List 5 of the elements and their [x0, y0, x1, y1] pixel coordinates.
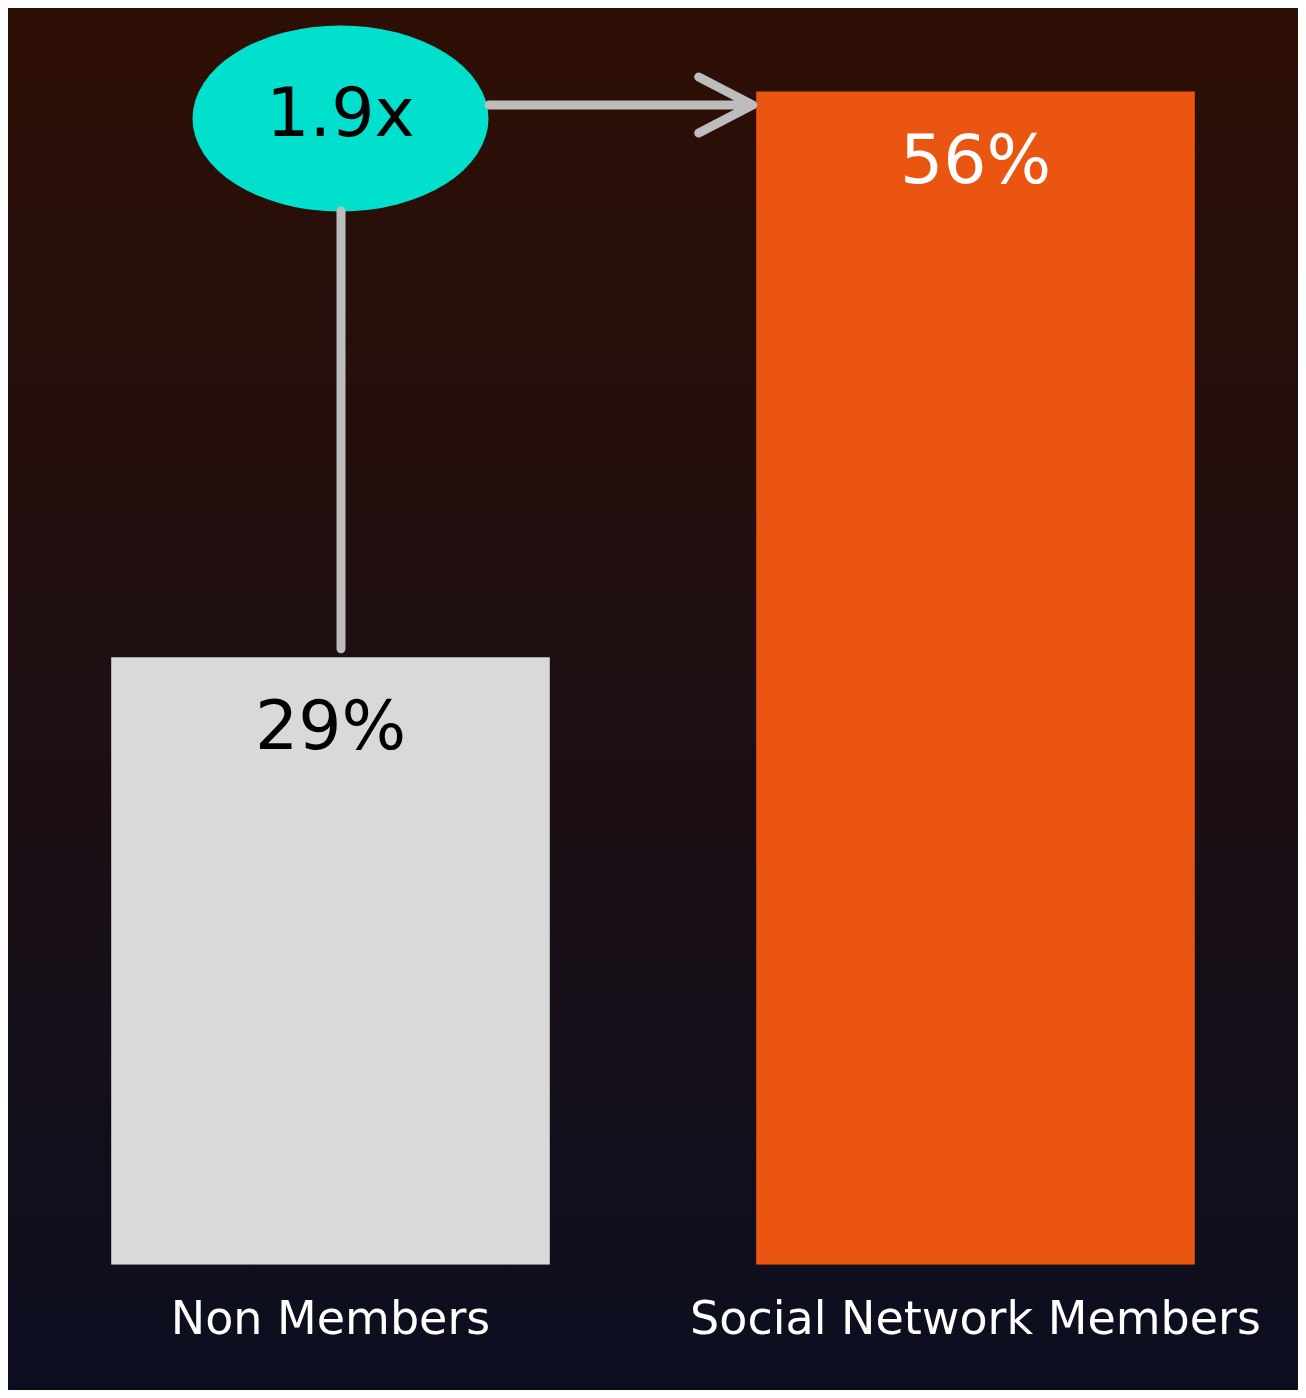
data-label: 56% [899, 120, 1052, 200]
annotation: 1.9x [266, 73, 415, 153]
x-tick-label: Non Members [170, 1291, 491, 1346]
data-label: 29% [254, 685, 407, 765]
x-tick-label: Social Network Members [690, 1291, 1261, 1346]
